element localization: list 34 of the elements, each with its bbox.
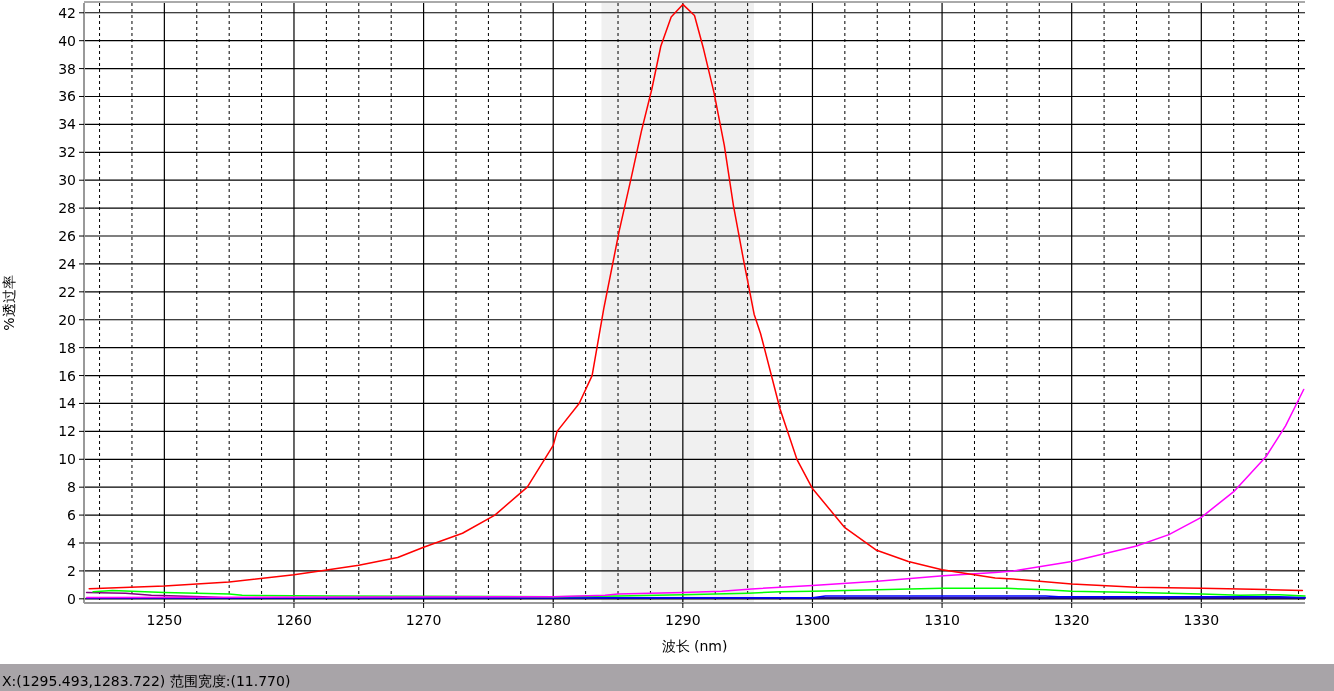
y-tick-label: 10 [58, 451, 76, 468]
x-tick-label: 1310 [924, 612, 960, 628]
x-tick-label: 1280 [535, 612, 572, 628]
x-tick-label: 1290 [665, 612, 701, 628]
y-tick-label: 16 [58, 367, 77, 384]
y-tick-label: 24 [58, 255, 77, 272]
text: X:(1295.493,1283.722) 范围宽度:(11.770) [2, 673, 291, 689]
y-tick-label: 12 [58, 423, 76, 440]
y-tick-label: 38 [58, 60, 76, 77]
y-tick-label: 40 [58, 32, 76, 49]
x-tick-label: 1330 [1183, 612, 1220, 628]
y-tick-label: 42 [58, 4, 76, 21]
y-tick-label: 36 [58, 88, 77, 105]
y-tick-label: 8 [67, 479, 76, 496]
y-tick-label: 26 [58, 228, 77, 245]
x-tick-label: 1320 [1053, 612, 1090, 628]
y-tick-label: 14 [58, 395, 77, 412]
x-tick-label: 1250 [146, 612, 183, 628]
y-tick-label: 18 [58, 339, 76, 356]
y-tick-label: 20 [58, 311, 76, 328]
x-axis-title: 波长 (nm) [661, 638, 728, 654]
y-tick-label: 0 [67, 590, 76, 607]
x-tick-label: 1260 [276, 612, 312, 628]
y-tick-label: 30 [58, 172, 76, 189]
y-tick-label: 22 [58, 283, 76, 300]
y-axis-title: %透过率 [1, 275, 17, 331]
y-tick-label: 6 [67, 507, 77, 524]
y-tick-label: 2 [67, 562, 76, 579]
x-tick-label: 1270 [405, 612, 442, 628]
y-tick-label: 32 [58, 144, 76, 161]
y-tick-label: 28 [58, 200, 76, 217]
y-tick-label: 34 [58, 116, 77, 133]
x-tick-label: 1300 [794, 612, 831, 628]
y-tick-label: 4 [67, 535, 77, 551]
